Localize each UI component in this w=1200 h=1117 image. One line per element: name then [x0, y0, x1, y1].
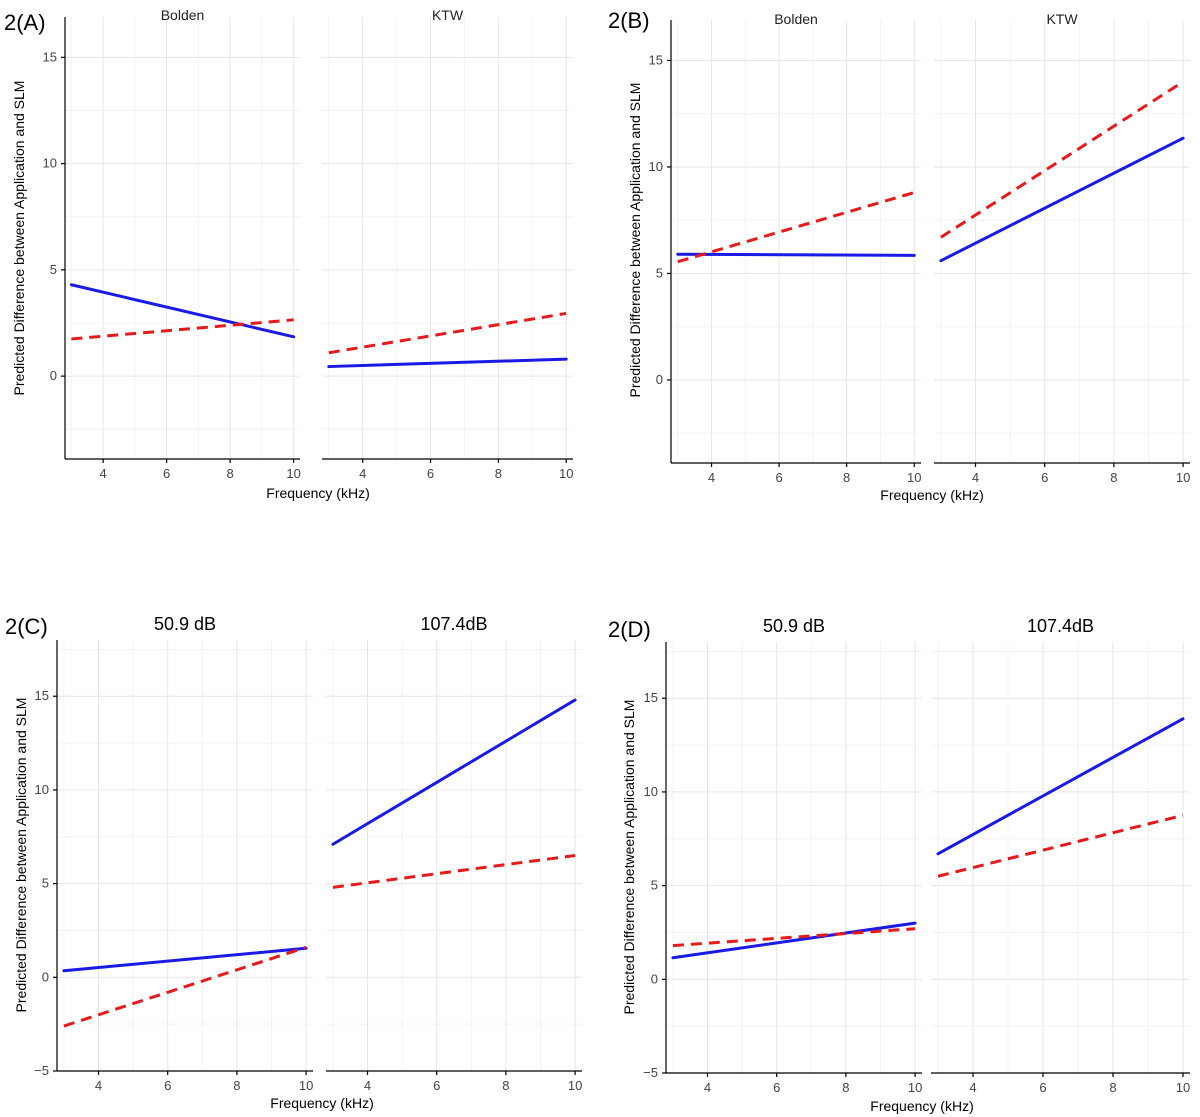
- facet-2: 107.4dB 4 6 8 10: [326, 614, 582, 1093]
- y-axis-title: Predicted Difference between Application…: [13, 698, 29, 1013]
- x-tick-label: 4: [364, 1078, 371, 1093]
- x-tick-label: 6: [427, 466, 434, 481]
- series-line-dashed: [328, 311, 567, 355]
- panel-2a: 2(A) Bolden 0 5 10 15 4 6 8 10 KTW 4 6 8 10 Frequency (…: [4, 7, 573, 501]
- x-tick-label: 8: [495, 466, 502, 481]
- y-tick-label: 10: [43, 156, 57, 171]
- facet-title: KTW: [1046, 11, 1078, 27]
- facet-title: 50.9 dB: [763, 616, 825, 636]
- x-tick-label: 8: [1110, 470, 1117, 485]
- y-axis-title: Predicted Difference between Application…: [627, 83, 643, 398]
- y-tick-label: 5: [656, 265, 663, 280]
- facet-1: Bolden 0 5 10 15 4 6 8 10: [43, 7, 301, 481]
- x-tick-label: 8: [842, 1080, 849, 1095]
- y-tick-label: 0: [42, 969, 49, 984]
- series-line-solid: [939, 136, 1185, 263]
- x-axis-title: Frequency (kHz): [270, 1095, 373, 1111]
- y-tick-label: 15: [644, 690, 658, 705]
- x-tick-label: 10: [908, 1080, 922, 1095]
- panel-label: 2(A): [4, 10, 46, 35]
- facet-title: 107.4dB: [1027, 616, 1094, 636]
- series-line-solid: [936, 717, 1185, 856]
- x-tick-label: 4: [359, 466, 366, 481]
- facet-2: KTW 4 6 8 10: [934, 11, 1190, 485]
- y-tick-label: 15: [35, 688, 49, 703]
- facet-title: Bolden: [774, 11, 818, 27]
- panel-2b: 2(B) Bolden 0 5 10 15 4 6 8 10 KTW 4 6 8 10 Frequency (…: [608, 8, 1190, 503]
- series-line-dashed: [677, 191, 915, 264]
- x-tick-label: 10: [299, 1078, 313, 1093]
- x-axis-title: Frequency (kHz): [870, 1098, 973, 1114]
- x-tick-label: 4: [969, 1080, 976, 1095]
- x-tick-label: 10: [286, 466, 300, 481]
- series-line-solid: [327, 357, 568, 369]
- x-tick-label: 8: [227, 466, 234, 481]
- x-tick-label: 6: [164, 1078, 171, 1093]
- y-tick-label: 10: [649, 159, 663, 174]
- facet-title: Bolden: [161, 7, 205, 23]
- y-tick-label: 0: [50, 368, 57, 383]
- x-tick-label: 6: [163, 466, 170, 481]
- series-line-dashed: [672, 927, 916, 948]
- x-tick-label: 8: [843, 470, 850, 485]
- series-line-dashed: [63, 945, 307, 1028]
- x-tick-label: 6: [1039, 1080, 1046, 1095]
- panel-2c: 2(C) 50.9 dB −5 0 5 10 15 4 6 8 10 107.4dB 4 6 8 10 Freq…: [5, 614, 582, 1111]
- x-tick-label: 4: [708, 470, 715, 485]
- x-tick-label: 10: [559, 466, 573, 481]
- y-axis-title: Predicted Difference between Application…: [621, 700, 637, 1015]
- series-line-solid: [676, 252, 916, 257]
- y-tick-label: 5: [50, 262, 57, 277]
- x-tick-label: 6: [773, 1080, 780, 1095]
- series-line-solid: [62, 946, 308, 973]
- panel-label: 2(C): [5, 614, 48, 639]
- x-tick-label: 4: [972, 470, 979, 485]
- x-tick-label: 6: [1041, 470, 1048, 485]
- facet-1: Bolden 0 5 10 15 4 6 8 10: [649, 11, 922, 485]
- x-tick-label: 10: [1176, 470, 1190, 485]
- x-tick-label: 4: [704, 1080, 711, 1095]
- x-tick-label: 6: [775, 470, 782, 485]
- series-line-dashed: [332, 854, 576, 889]
- y-tick-label: −5: [643, 1065, 658, 1080]
- y-tick-label: 10: [644, 784, 658, 799]
- y-tick-label: 0: [656, 372, 663, 387]
- x-tick-label: 10: [907, 470, 921, 485]
- y-tick-label: 10: [35, 782, 49, 797]
- facet-title: KTW: [432, 7, 464, 23]
- panel-2d: 2(D) 50.9 dB −5 0 5 10 15 4 6 8 10 107.4dB 4 6 8 10 Freq…: [608, 616, 1190, 1114]
- facet-1: 50.9 dB −5 0 5 10 15 4 6 8 10: [643, 616, 922, 1095]
- facet-2: 107.4dB 4 6 8 10: [931, 616, 1190, 1095]
- panel-label: 2(B): [608, 8, 650, 33]
- x-tick-label: 8: [1109, 1080, 1116, 1095]
- y-tick-label: 0: [651, 971, 658, 986]
- series-line-dashed: [940, 80, 1184, 239]
- series-line-solid: [69, 283, 296, 339]
- x-tick-label: 10: [568, 1078, 582, 1093]
- x-tick-label: 4: [99, 466, 106, 481]
- x-tick-label: 8: [502, 1078, 509, 1093]
- x-axis-title: Frequency (kHz): [880, 487, 983, 503]
- y-tick-label: 15: [43, 49, 57, 64]
- x-axis-title: Frequency (kHz): [266, 485, 369, 501]
- y-tick-label: 15: [649, 52, 663, 67]
- y-tick-label: 5: [651, 878, 658, 893]
- x-tick-label: 10: [1176, 1080, 1190, 1095]
- facet-1: 50.9 dB −5 0 5 10 15 4 6 8 10: [34, 614, 313, 1093]
- series-line-solid: [671, 921, 917, 960]
- y-tick-label: −5: [34, 1063, 49, 1078]
- facet-title: 107.4dB: [420, 614, 487, 634]
- facet-2: KTW 4 6 8 10: [322, 7, 573, 481]
- y-axis-title: Predicted Difference between Application…: [11, 81, 27, 396]
- panel-label: 2(D): [608, 617, 651, 642]
- x-tick-label: 4: [95, 1078, 102, 1093]
- y-tick-label: 5: [42, 876, 49, 891]
- x-tick-label: 6: [433, 1078, 440, 1093]
- series-line-solid: [331, 698, 577, 846]
- series-line-dashed: [71, 318, 294, 341]
- facet-title: 50.9 dB: [154, 614, 216, 634]
- series-line-dashed: [937, 813, 1184, 878]
- x-tick-label: 8: [233, 1078, 240, 1093]
